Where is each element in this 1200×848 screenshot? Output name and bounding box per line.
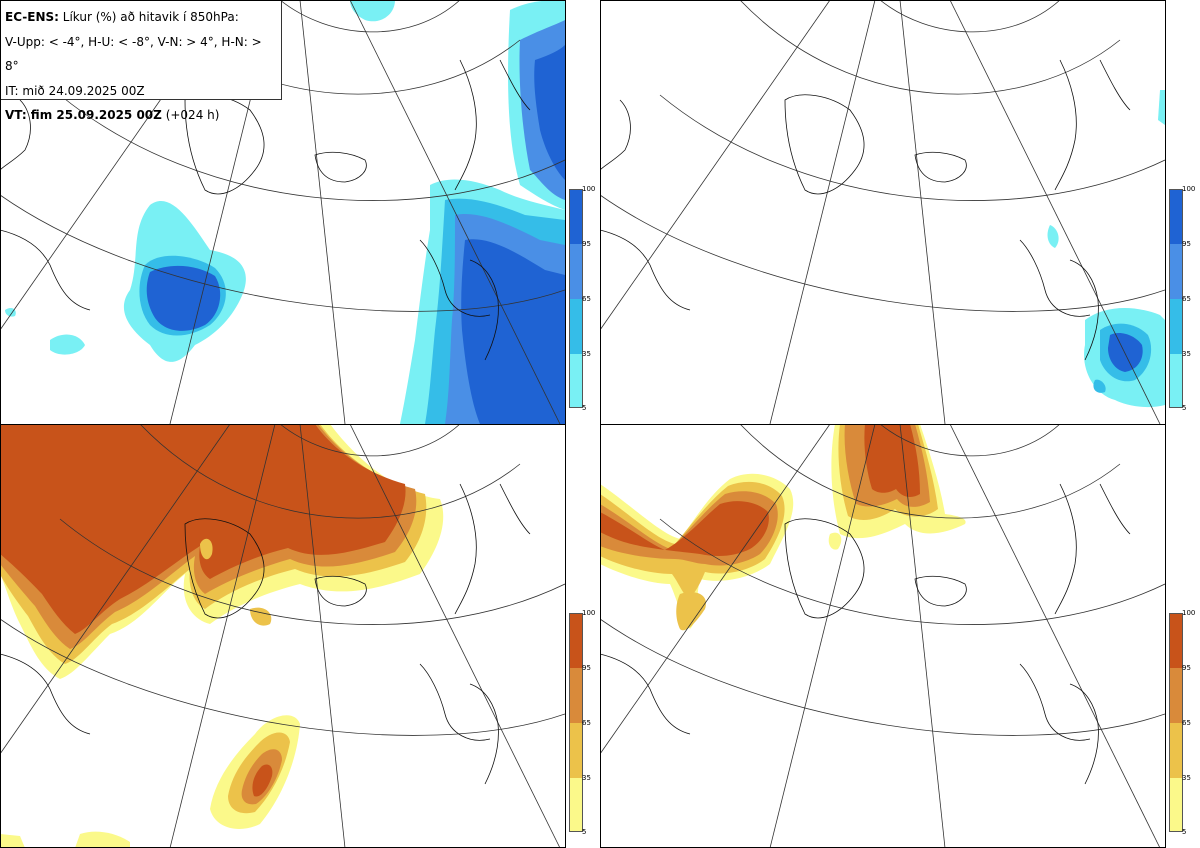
colorbar-segment <box>569 778 583 832</box>
cold-shading <box>5 0 565 424</box>
colorbar-segment <box>1169 723 1183 778</box>
coastlines <box>0 483 531 785</box>
probability-map-warm-8 <box>600 424 1165 848</box>
model-label: EC-ENS: <box>5 10 59 24</box>
coastlines <box>600 59 1131 361</box>
colorbar-segment <box>569 189 583 244</box>
colorbar-label: 5 <box>582 404 587 412</box>
lead-time: (+024 h) <box>161 108 220 122</box>
colorbar-segment <box>1169 299 1183 354</box>
probability-map-cold-4 <box>0 0 565 424</box>
colorbar-label: 100 <box>582 185 596 193</box>
colorbar-cold: 100 95 65 35 5 <box>569 185 595 412</box>
map-panel-warm-4 <box>0 424 565 848</box>
colorbar-segment <box>569 299 583 354</box>
map-info-box: EC-ENS: Líkur (%) að hitavik í 850hPa: V… <box>0 0 282 122</box>
colorbar-label: 95 <box>582 240 591 248</box>
colorbar-warm: 100 95 65 35 5 <box>569 609 595 836</box>
colorbar-segment <box>1169 613 1183 668</box>
colorbar-label: 65 <box>582 719 591 727</box>
colorbar-label: 35 <box>582 350 591 358</box>
colorbar-label: 5 <box>582 828 587 836</box>
colorbar-label: 95 <box>582 664 591 672</box>
valid-time: VT: fim 25.09.2025 00Z <box>5 108 162 122</box>
colorbar-segment <box>569 668 583 723</box>
colorbar-segment <box>1169 668 1183 723</box>
probability-map-warm-4 <box>0 424 565 848</box>
threshold-legend: V-Upp: < -4°, H-U: < -8°, V-N: > 4°, H-N… <box>5 34 262 74</box>
colorbar-label: 95 <box>1182 664 1191 672</box>
warm-shading <box>600 424 966 631</box>
colorbar-label: 35 <box>1182 774 1191 782</box>
colorbar-segment <box>1169 354 1183 408</box>
colorbar-label: 65 <box>1182 295 1191 303</box>
colorbar-segment <box>569 244 583 299</box>
colorbar-segment <box>1169 778 1183 832</box>
colorbar-segment <box>1169 244 1183 299</box>
colorbar-label: 100 <box>582 609 596 617</box>
graticule <box>600 424 1165 848</box>
colorbar-label: 5 <box>1182 404 1187 412</box>
colorbar-segment <box>569 354 583 408</box>
colorbar-label: 5 <box>1182 828 1187 836</box>
colorbar-label: 95 <box>1182 240 1191 248</box>
colorbar-segment <box>1169 189 1183 244</box>
colorbar-warm-2: 100 95 65 35 5 <box>1169 609 1195 836</box>
colorbar-cold-2: 100 95 65 35 5 <box>1169 185 1195 412</box>
map-panel-warm-8 <box>600 424 1165 848</box>
map-panel-cold-8 <box>600 0 1165 424</box>
cold-shading <box>1047 90 1165 408</box>
coastlines <box>0 59 531 361</box>
colorbar-label: 100 <box>1182 609 1196 617</box>
colorbar-label: 35 <box>582 774 591 782</box>
colorbar-label: 65 <box>582 295 591 303</box>
colorbar-segment <box>569 613 583 668</box>
initial-time: IT: mið 24.09.2025 00Z <box>5 83 145 98</box>
probability-map-cold-8 <box>600 0 1165 424</box>
coastlines <box>600 483 1131 785</box>
colorbar-label: 35 <box>1182 350 1191 358</box>
warm-shading <box>0 424 444 848</box>
map-description: Líkur (%) að hitavik í 850hPa: <box>58 10 239 24</box>
colorbar-label: 65 <box>1182 719 1191 727</box>
graticule <box>0 424 565 848</box>
map-panel-cold-4: EC-ENS: Líkur (%) að hitavik í 850hPa: V… <box>0 0 565 424</box>
graticule <box>600 0 1165 424</box>
colorbar-segment <box>569 723 583 778</box>
colorbar-label: 100 <box>1182 185 1196 193</box>
